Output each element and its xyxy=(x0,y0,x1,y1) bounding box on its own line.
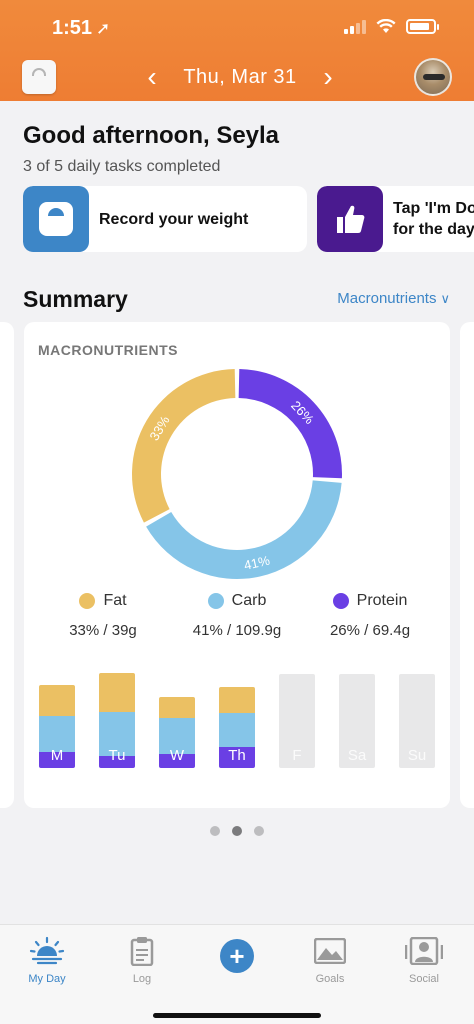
signal-icon xyxy=(344,19,366,34)
bar-day-label: M xyxy=(50,747,64,764)
app-header: 1:51 ➚ ‹ Thu, Mar 31 › xyxy=(0,0,474,101)
bar-segment-fat xyxy=(159,697,195,718)
legend-label: Carb xyxy=(231,592,267,609)
bar-segment-fat xyxy=(219,687,255,713)
bar-segment-carb xyxy=(99,712,135,756)
bar-segment-fat xyxy=(39,685,75,716)
task-label: Record your weight xyxy=(99,210,249,228)
protein-dot xyxy=(332,593,349,609)
add-button[interactable]: + xyxy=(220,939,254,973)
tab-bar: My Day Log + Goals xyxy=(0,924,474,1024)
bar-day-sa[interactable]: Sa xyxy=(339,674,375,768)
bar-day-label: Su xyxy=(407,747,427,764)
donut-label-carb: 41% xyxy=(243,553,272,573)
scale-button[interactable] xyxy=(22,60,56,94)
task-record-weight[interactable]: Record your weight xyxy=(23,186,307,252)
home-indicator xyxy=(153,1013,321,1018)
tasks-progress-text: 3 of 5 daily tasks completed xyxy=(23,158,221,175)
legend-label: Protein xyxy=(356,592,408,609)
tab-label: Social xyxy=(409,973,439,985)
sunrise-icon xyxy=(29,936,65,965)
thumbs-up-icon xyxy=(337,205,365,233)
bar-segment-carb xyxy=(159,718,195,754)
plus-icon: + xyxy=(229,941,245,971)
macronutrients-card: MACRONUTRIENTS 26% 41% 33% Fat 33% / 39g C… xyxy=(24,322,450,808)
page-dot[interactable] xyxy=(254,826,264,836)
tab-label: Goals xyxy=(315,973,345,985)
legend-value: 26% / 69.4g xyxy=(329,622,411,639)
task-weight-tile xyxy=(23,186,89,252)
donut-slice-fat xyxy=(132,369,236,523)
bar-segment-fat xyxy=(99,673,135,712)
carb-dot xyxy=(207,593,224,609)
bar-segment-protein xyxy=(99,756,135,768)
bar-segment-carb xyxy=(39,716,75,752)
bar-segment-protein xyxy=(159,754,195,768)
bar-day-label: Th xyxy=(228,747,246,764)
chevron-down-icon: ∨ xyxy=(440,291,450,306)
previous-card-peek[interactable] xyxy=(0,322,14,808)
bar-day-su[interactable]: Su xyxy=(399,674,435,768)
next-card-peek[interactable] xyxy=(460,322,474,808)
avatar[interactable] xyxy=(414,58,452,96)
battery-icon xyxy=(406,19,439,34)
bar-day-th[interactable]: Th xyxy=(219,687,255,768)
date-navigator: ‹ Thu, Mar 31 › xyxy=(140,62,340,92)
fat-dot xyxy=(79,593,96,609)
task-done-tile xyxy=(317,186,383,252)
bar-day-f[interactable]: F xyxy=(279,674,315,768)
scale-icon xyxy=(39,202,73,236)
status-time: 1:51 ➚ xyxy=(52,17,111,39)
bar-segment-carb xyxy=(219,713,255,747)
scale-icon xyxy=(32,68,46,76)
task-label: Tap 'I'm Do for the day xyxy=(393,200,474,238)
summary-title: Summary xyxy=(23,286,128,312)
tab-log[interactable]: Log xyxy=(102,935,182,985)
summary-selector[interactable]: Macronutrients ∨ xyxy=(337,290,450,307)
task-im-done[interactable]: Tap 'I'm Do for the day xyxy=(317,186,474,252)
macronutrient-donut-chart: 26%41%33% xyxy=(132,369,342,579)
tab-goals[interactable]: Goals xyxy=(290,935,370,985)
weekly-bar-chart: M Tu W Th F Sa Su xyxy=(39,673,439,768)
clipboard-icon xyxy=(130,937,154,966)
current-date[interactable]: Thu, Mar 31 xyxy=(183,65,297,88)
tab-my-day[interactable]: My Day xyxy=(7,935,87,985)
legend-protein: Protein 26% / 69.4g xyxy=(290,592,450,639)
card-title: MACRONUTRIENTS xyxy=(38,342,178,358)
page-dot[interactable] xyxy=(232,826,242,836)
bar-day-w[interactable]: W xyxy=(159,697,195,768)
bar-day-label: Tu xyxy=(108,747,126,764)
wifi-icon xyxy=(376,19,396,33)
bar-segment-protein xyxy=(39,752,75,768)
donut-slice-carb xyxy=(146,480,342,579)
legend-label: Fat xyxy=(103,592,127,609)
bar-segment-protein xyxy=(219,747,255,768)
chevron-right-icon[interactable]: › xyxy=(323,61,333,92)
bar-day-label: F xyxy=(292,747,302,764)
legend-fat: Fat 33% / 39g xyxy=(23,592,183,639)
tab-social[interactable]: Social xyxy=(384,935,464,985)
bar-day-tu[interactable]: Tu xyxy=(99,673,135,768)
bar-day-label: W xyxy=(169,747,185,764)
legend-value: 41% / 109.9g xyxy=(192,622,282,639)
mountain-icon xyxy=(314,938,346,964)
page-dot[interactable] xyxy=(210,826,220,836)
tab-label: My Day xyxy=(28,973,66,985)
legend-value: 33% / 39g xyxy=(69,622,137,639)
bar-day-m[interactable]: M xyxy=(39,685,75,768)
greeting-title: Good afternoon, Seyla xyxy=(23,122,280,149)
legend-carb: Carb 41% / 109.9g xyxy=(157,592,317,639)
people-icon xyxy=(405,937,443,965)
donut-slice-protein xyxy=(238,369,342,479)
tab-label: Log xyxy=(132,973,152,985)
status-icons xyxy=(344,19,439,34)
chevron-left-icon[interactable]: ‹ xyxy=(147,61,157,92)
page-indicator[interactable] xyxy=(0,826,474,836)
bar-day-label: Sa xyxy=(347,747,367,764)
location-arrow-icon: ➚ xyxy=(96,19,111,38)
